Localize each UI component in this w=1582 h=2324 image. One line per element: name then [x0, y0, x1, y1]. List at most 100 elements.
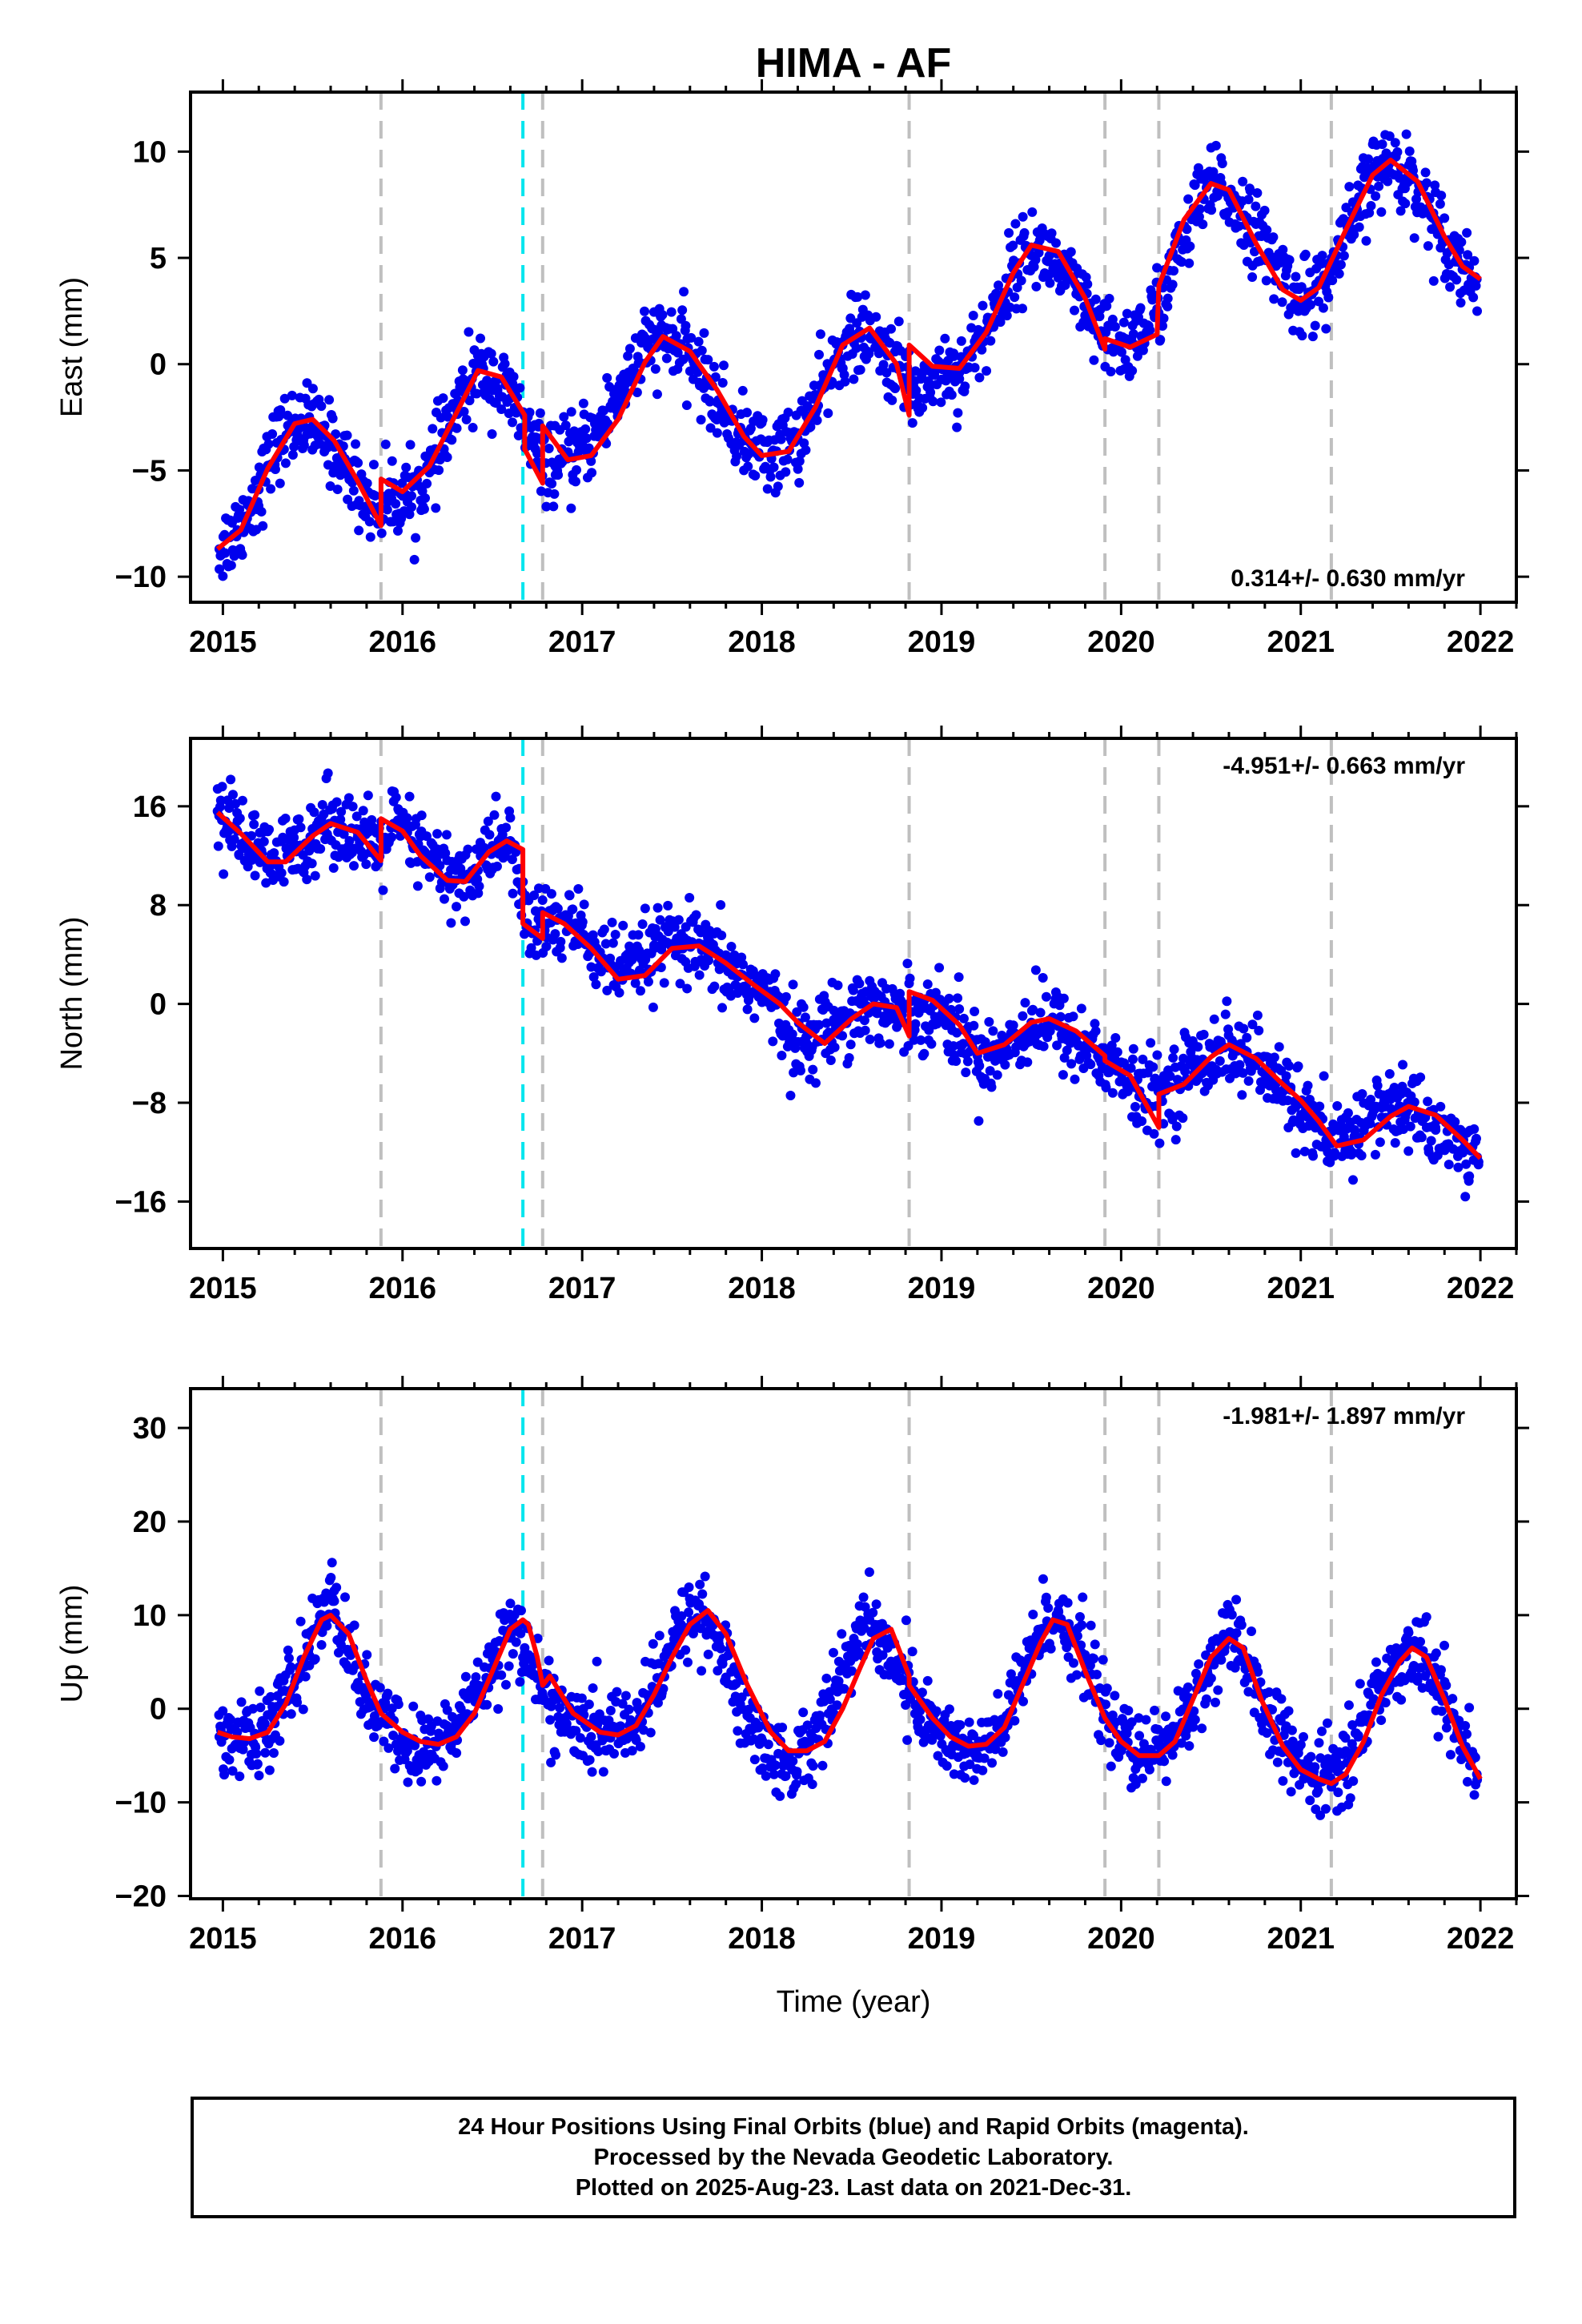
north-position-point [474, 881, 484, 891]
east-position-point [1016, 275, 1026, 286]
east-position-point [1445, 282, 1456, 292]
up-position-point [859, 1623, 869, 1634]
north-position-point [952, 1027, 962, 1038]
east-position-point [524, 407, 535, 417]
east-position-point [1182, 224, 1192, 235]
up-position-point [1315, 1810, 1326, 1820]
up-position-point [504, 1661, 514, 1671]
north-position-point [614, 987, 624, 998]
east-position-point [1251, 201, 1261, 211]
up-position-point [1194, 1659, 1204, 1669]
up-position-point [1096, 1735, 1106, 1746]
up-position-point [733, 1726, 743, 1736]
up-position-point [846, 1666, 857, 1676]
east-position-point [468, 423, 478, 433]
east-position-point [1127, 365, 1138, 376]
north-position-point [992, 1070, 1002, 1080]
east-position-point [307, 384, 318, 394]
north-position-point [250, 810, 260, 820]
north-position-point [280, 813, 291, 823]
up-position-point [544, 1655, 554, 1666]
east-position-point [559, 412, 569, 422]
east-position-point [1404, 146, 1415, 156]
north-position-point [902, 959, 913, 969]
east-position-point [978, 300, 988, 311]
east-position-point [1363, 154, 1374, 164]
north-x-tick-label: 2020 [1087, 1272, 1155, 1305]
up-position-point [355, 1697, 365, 1707]
east-position-point [681, 400, 692, 411]
east-position-point [1456, 237, 1467, 247]
up-position-point [1106, 1761, 1116, 1771]
east-position-point [1472, 306, 1483, 316]
up-position-point [493, 1704, 504, 1715]
up-position-point [1314, 1738, 1324, 1748]
up-position-point [616, 1721, 626, 1731]
north-position-point [483, 816, 493, 826]
up-position-point [969, 1775, 979, 1785]
east-position-point [1409, 233, 1419, 243]
up-position-point [605, 1705, 616, 1715]
north-position-point [1110, 1032, 1121, 1043]
up-position-point [1123, 1705, 1134, 1715]
north-position-point [640, 903, 650, 914]
east-position-point [332, 485, 343, 495]
up-position-point [915, 1706, 926, 1716]
north-position-point [572, 939, 583, 950]
up-position-point [1313, 1785, 1323, 1795]
east-position-point [968, 311, 978, 321]
up-position-point [438, 1761, 448, 1771]
north-position-point [1350, 1126, 1360, 1136]
north-position-point [226, 774, 236, 785]
north-position-point [1022, 1057, 1033, 1068]
north-position-point [1090, 1026, 1101, 1036]
north-position-point [1269, 1052, 1279, 1063]
east-position-point [661, 353, 672, 364]
up-position-point [403, 1777, 413, 1787]
up-position-point [508, 1649, 518, 1659]
east-position-point [886, 324, 897, 334]
up-position-point [1316, 1726, 1327, 1736]
north-position-point [709, 981, 720, 991]
north-position-point [1473, 1160, 1484, 1170]
up-position-point [716, 1643, 726, 1654]
up-position-point [993, 1689, 1003, 1699]
east-position-point [1252, 188, 1263, 199]
north-position-point [1054, 1000, 1065, 1011]
up-position-point [802, 1720, 813, 1731]
east-position-point [1384, 131, 1395, 141]
north-position-point [1059, 1052, 1070, 1063]
up-position-point [390, 1763, 400, 1774]
east-position-point [956, 336, 966, 346]
up-position-point [310, 1654, 320, 1664]
north-position-point [1030, 965, 1041, 975]
north-position-point [655, 915, 665, 925]
north-position-point [985, 1066, 995, 1076]
up-position-point [333, 1647, 343, 1658]
up-position-point [695, 1579, 705, 1590]
east-position-point [1008, 240, 1018, 251]
north-position-point [279, 877, 289, 887]
up-position-point [775, 1791, 785, 1801]
east-position-point [986, 336, 996, 346]
north-position-point [307, 858, 317, 869]
north-position-point [844, 1052, 854, 1063]
east-position-point [1247, 272, 1258, 283]
up-position-point [1421, 1612, 1431, 1622]
up-position-point [1396, 1695, 1407, 1705]
north-position-point [770, 969, 781, 979]
east-position-point [878, 360, 889, 370]
up-position-point [471, 1672, 481, 1683]
north-position-point [1235, 1059, 1245, 1070]
east-position-point [443, 412, 453, 422]
up-position-point [688, 1628, 698, 1638]
north-position-point [958, 1013, 969, 1023]
up-position-point [1184, 1741, 1195, 1751]
north-position-point [1389, 1083, 1399, 1093]
east-position-point [1168, 266, 1178, 276]
east-position-point [1198, 219, 1208, 230]
up-position-point [598, 1767, 608, 1777]
east-position-point [287, 390, 297, 400]
east-position-point [949, 351, 959, 361]
